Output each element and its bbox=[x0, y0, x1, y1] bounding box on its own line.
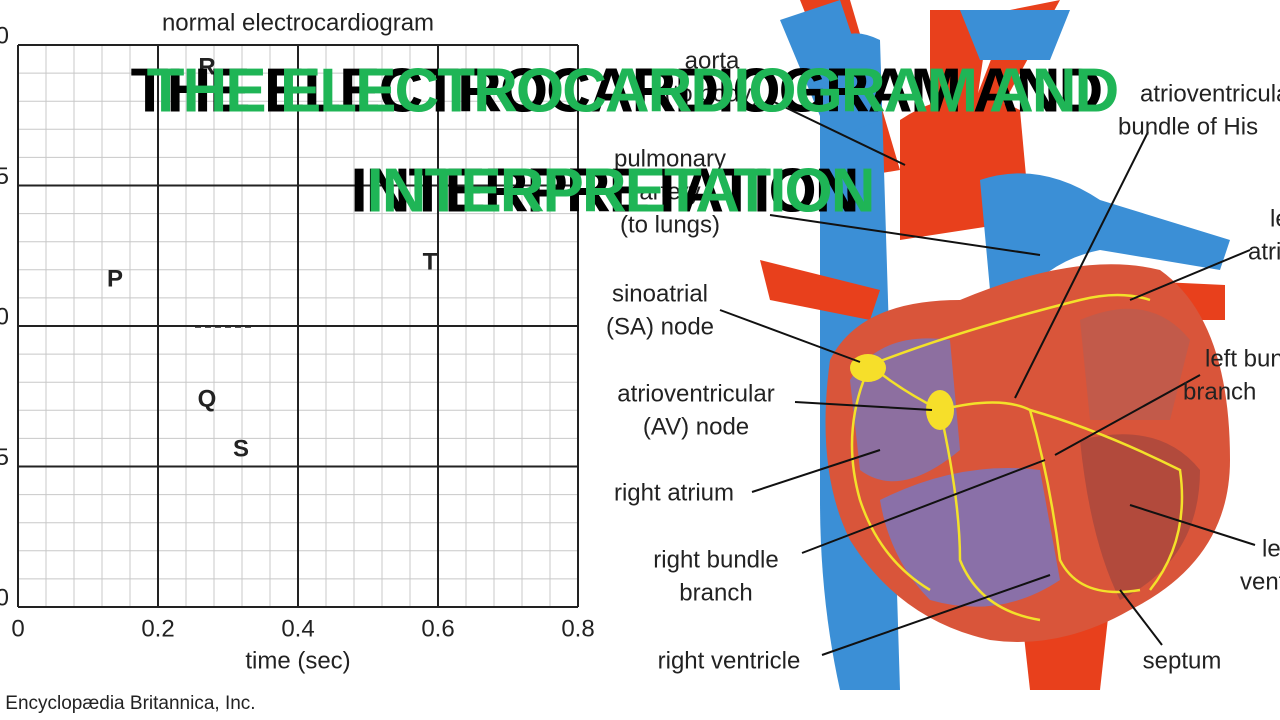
wave-label: T bbox=[423, 248, 438, 275]
nerve bbox=[938, 409, 1041, 622]
leader-line bbox=[1129, 504, 1256, 546]
diagram-label: atrium bbox=[1248, 238, 1280, 265]
leader-line bbox=[719, 309, 861, 363]
x-tick-label: 0.8 bbox=[561, 615, 594, 642]
diagram-label: pulmonary bbox=[614, 145, 726, 172]
x-tick-label: 0.4 bbox=[281, 615, 314, 642]
wave-label: R bbox=[198, 53, 215, 80]
x-axis-label: time (sec) bbox=[245, 647, 350, 674]
nerve bbox=[869, 293, 1151, 367]
leader-line bbox=[1054, 374, 1201, 456]
title: THE ELECTROCARDIOGRAM AND bbox=[147, 56, 1118, 125]
leader-line bbox=[821, 574, 1051, 656]
y-tick-label: -1.0 bbox=[0, 584, 9, 611]
wave-label: Q bbox=[198, 385, 217, 412]
diagram-label: left bbox=[1262, 535, 1280, 562]
diagram-label: branch bbox=[1183, 378, 1256, 405]
diagram-label: septum bbox=[1143, 647, 1222, 674]
conduction-system bbox=[850, 293, 1184, 622]
leader-line bbox=[1119, 589, 1163, 646]
y-tick-label: 1.0 bbox=[0, 22, 9, 49]
diagram-label: (to body) bbox=[665, 80, 760, 107]
heart-labels: aorta (to body) pulmonary artery (to lungs) s… bbox=[606, 47, 1280, 674]
sa-node bbox=[850, 354, 886, 382]
diagram-label: atrioventricular bbox=[617, 380, 774, 407]
y-tick-label: 0 bbox=[0, 303, 9, 330]
diagram-label: (SA) node bbox=[606, 313, 714, 340]
leader-line bbox=[769, 214, 1041, 256]
heart-illustration bbox=[760, 0, 1230, 691]
nerve bbox=[850, 364, 931, 592]
pulmonary-vein bbox=[760, 260, 880, 320]
x-tick-label: 0.2 bbox=[141, 615, 174, 642]
diagram-label: aorta bbox=[685, 47, 740, 74]
av-node bbox=[926, 390, 954, 430]
diagram-label: right bundle bbox=[653, 546, 778, 573]
vein bbox=[780, 0, 880, 140]
vein bbox=[960, 10, 1070, 60]
chart-title: normal electrocardiogram bbox=[162, 9, 434, 36]
nerve bbox=[869, 364, 1141, 594]
diagram-label: artery bbox=[639, 178, 700, 205]
diagram-label: (to lungs) bbox=[620, 211, 720, 238]
y-tick-label: 0.5 bbox=[0, 163, 9, 190]
leader-line bbox=[1014, 131, 1149, 399]
diagram-label: branch bbox=[679, 579, 752, 606]
diagram-label: atrioventricular bbox=[1140, 80, 1280, 107]
diagram-label: sinoatrial bbox=[612, 280, 708, 307]
right-ventricle bbox=[880, 468, 1060, 607]
y-tick-label: -0.5 bbox=[0, 444, 9, 471]
wave-label: S bbox=[233, 435, 249, 462]
leader-line bbox=[751, 449, 881, 493]
diagram-label: bundle of His bbox=[1118, 113, 1258, 140]
credit: © Encyclopædia Britannica, Inc. bbox=[0, 693, 256, 714]
diagram-label: (AV) node bbox=[643, 413, 749, 440]
diagram-label: right ventricle bbox=[658, 647, 801, 674]
x-tick-label: 0.6 bbox=[421, 615, 454, 642]
ecg-chart: 0 0.2 0.4 0.6 0.8 1.0 0.5 0 -0.5 -1.0 normal elect… bbox=[0, 9, 595, 714]
diagram-label: left bundle bbox=[1205, 345, 1280, 372]
diagram-label: left bbox=[1270, 205, 1280, 232]
nerve bbox=[1029, 408, 1184, 591]
pulmonary-artery bbox=[980, 173, 1230, 300]
leader-line bbox=[801, 459, 1046, 554]
leader-line bbox=[1129, 249, 1251, 301]
x-tick-label: 0 bbox=[11, 615, 24, 642]
title-shadow: THE ELECTROCARDIOGRAM AND bbox=[131, 56, 1102, 125]
title-shadow: INTERPRETATION bbox=[350, 156, 857, 225]
diagram-label: ventricle bbox=[1240, 568, 1280, 595]
title: INTERPRETATION bbox=[366, 156, 873, 225]
left-atrium bbox=[1080, 308, 1190, 420]
leader-line bbox=[794, 401, 933, 411]
diagram-label: right atrium bbox=[614, 479, 734, 506]
wave-label: P bbox=[107, 265, 123, 292]
leader-line bbox=[769, 99, 906, 166]
